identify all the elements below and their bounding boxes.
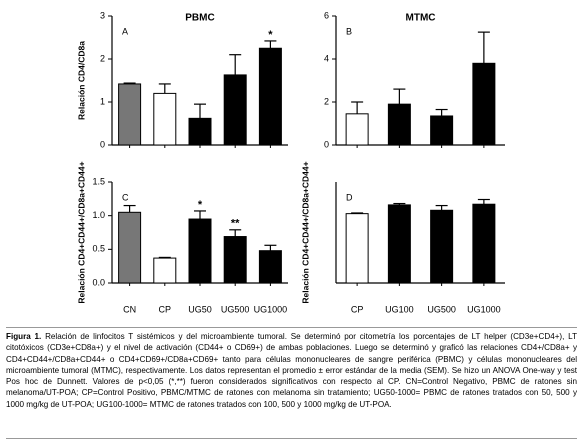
y-axis-label: Relación CD4+CD44+/CD8a+CD44+ [76, 161, 86, 303]
panel-label: C [122, 192, 129, 202]
y-tick-label: 0 [100, 139, 105, 149]
x-tick-label: CN [123, 304, 136, 314]
bar [188, 218, 212, 284]
y-tick-label: 1.0 [92, 210, 105, 220]
y-axis-label: Relación CD4/CD8a [76, 41, 86, 120]
x-tick-label: UG500 [221, 304, 250, 314]
y-tick-label: 1.5 [92, 176, 105, 186]
bar [118, 211, 142, 284]
significance-mark: * [198, 199, 203, 211]
y-tick-label: 0.5 [92, 244, 105, 254]
caption-label: Figura 1. [6, 332, 42, 341]
figure: 0 1 2 3 A PBMC Relación CD4/CD8a * 0 2 4 6 B MTMC 0.0 0… [76, 10, 505, 314]
bar [258, 250, 282, 284]
bar [345, 113, 369, 146]
significance-mark: ** [231, 218, 240, 230]
x-tick-label: UG50 [188, 304, 212, 314]
panel-title: MTMC [406, 13, 436, 24]
bar [188, 117, 212, 146]
y-tick-label: 1 [100, 96, 105, 106]
y-tick-label: 4 [324, 53, 329, 63]
panel-label: B [346, 26, 352, 36]
bar [223, 74, 247, 146]
y-tick-label: 0.0 [92, 277, 105, 287]
caption-text: Relación de linfocitos T sistémicos y de… [6, 332, 578, 409]
bar [153, 92, 177, 146]
bar [472, 62, 496, 146]
significance-mark: * [268, 29, 273, 41]
x-tick-label: UG1000 [467, 304, 501, 314]
bar [223, 236, 247, 284]
bar [258, 47, 282, 146]
x-tick-label: UG1000 [254, 304, 288, 314]
bar [430, 209, 454, 284]
bar [118, 83, 142, 146]
panel-label: D [346, 192, 353, 202]
x-tick-label: UG100 [385, 304, 414, 314]
y-tick-label: 2 [100, 53, 105, 63]
y-tick-label: 0 [324, 139, 329, 149]
bar [472, 203, 496, 284]
panel-title: PBMC [185, 13, 214, 24]
bar [387, 103, 411, 146]
y-tick-label: 2 [324, 96, 329, 106]
y-tick-label: 6 [324, 10, 329, 20]
panel-label: A [122, 26, 128, 36]
x-tick-label: CP [351, 304, 364, 314]
bar [153, 257, 177, 284]
x-tick-label: CP [159, 304, 172, 314]
caption: Figura 1. Relación de linfocitos T sisté… [6, 327, 577, 439]
bar [430, 115, 454, 146]
x-tick-label: UG500 [427, 304, 456, 314]
y-axis-label: Relación CD4+CD44+/CD8a+CD44+ [300, 161, 310, 303]
bar [345, 213, 369, 284]
bar [387, 204, 411, 284]
y-tick-label: 3 [100, 10, 105, 20]
